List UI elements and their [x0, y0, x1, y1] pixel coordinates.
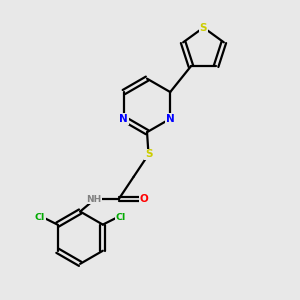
Text: Cl: Cl [116, 213, 126, 222]
Text: N: N [166, 114, 175, 124]
Text: O: O [140, 194, 148, 204]
Text: NH: NH [86, 194, 101, 203]
Text: Cl: Cl [34, 213, 45, 222]
Text: S: S [145, 149, 152, 160]
Text: N: N [119, 114, 128, 124]
Text: S: S [200, 22, 207, 32]
